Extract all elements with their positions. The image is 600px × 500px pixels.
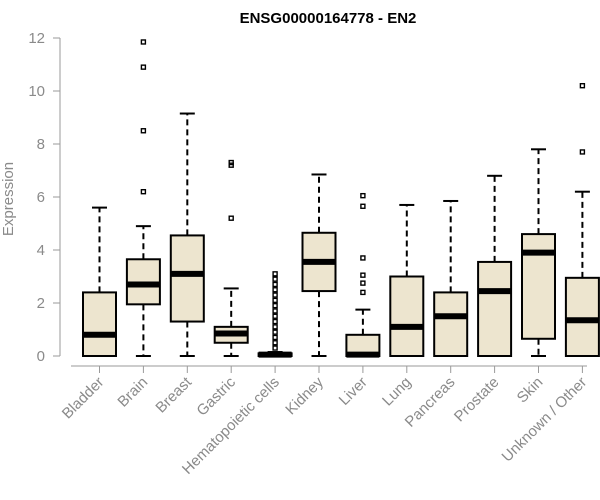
box-brain bbox=[125, 39, 161, 357]
iqr-box bbox=[564, 276, 600, 358]
outlier-point bbox=[360, 255, 366, 261]
outlier-point bbox=[272, 313, 278, 319]
y-tick-label: 2 bbox=[37, 295, 45, 312]
y-tick-label: 4 bbox=[37, 242, 45, 259]
box-bladder bbox=[82, 206, 117, 357]
box-pancreas bbox=[433, 199, 469, 357]
outlier-point bbox=[272, 281, 278, 288]
box-liver bbox=[345, 192, 381, 358]
iqr-box bbox=[477, 260, 513, 357]
outlier-point bbox=[360, 192, 366, 199]
outlier-point bbox=[272, 324, 278, 330]
x-tick-label: Kidney bbox=[282, 373, 327, 418]
outlier-point bbox=[272, 340, 278, 346]
iqr-box bbox=[433, 291, 469, 357]
y-tick-label: 0 bbox=[37, 348, 45, 365]
y-ticks: 0 2 4 6 8 10 12 bbox=[28, 30, 60, 365]
outlier-point bbox=[272, 302, 278, 309]
outlier-point bbox=[272, 292, 278, 298]
x-tick-label: Brain bbox=[114, 374, 151, 411]
outlier-point bbox=[272, 297, 278, 304]
outlier-point bbox=[360, 203, 366, 209]
y-axis-label: Expression bbox=[0, 162, 17, 236]
x-tick-label: Bladder bbox=[59, 374, 108, 423]
box-kidney bbox=[301, 173, 337, 357]
box-breast bbox=[169, 112, 205, 357]
outlier-point bbox=[272, 318, 278, 325]
box-hematopoietic-cells bbox=[257, 271, 293, 358]
outlier-point bbox=[272, 308, 278, 314]
outlier-point bbox=[228, 215, 234, 221]
outlier-point bbox=[272, 287, 278, 293]
y-tick-label: 6 bbox=[37, 189, 45, 206]
outlier-point bbox=[272, 329, 278, 335]
y-tick-label: 12 bbox=[28, 30, 45, 47]
outlier-point bbox=[579, 149, 586, 155]
x-tick-label: Breast bbox=[152, 373, 195, 416]
outlier-point bbox=[579, 82, 586, 89]
y-tick-label: 10 bbox=[28, 83, 45, 100]
outlier-point bbox=[140, 64, 147, 70]
iqr-box bbox=[82, 291, 117, 357]
box-gastric bbox=[213, 159, 249, 357]
iqr-box bbox=[389, 275, 425, 357]
outlier-point bbox=[360, 272, 366, 278]
x-tick-label: Prostate bbox=[451, 374, 503, 426]
outlier-point bbox=[360, 289, 366, 296]
iqr-box bbox=[169, 234, 205, 323]
outlier-point bbox=[140, 128, 147, 134]
box-series bbox=[82, 39, 600, 358]
box-unknown-other bbox=[564, 82, 600, 358]
box-prostate bbox=[477, 174, 513, 357]
outlier-point bbox=[272, 334, 278, 341]
outlier-point bbox=[272, 271, 278, 277]
box-lung bbox=[389, 203, 425, 357]
x-tick-label: Skin bbox=[514, 374, 547, 407]
x-tick-label: Lung bbox=[379, 374, 415, 410]
outlier-point bbox=[272, 276, 278, 282]
outlier-point bbox=[140, 39, 147, 45]
x-tick-label: Liver bbox=[336, 374, 371, 409]
outlier-point bbox=[228, 159, 234, 166]
chart-title: ENSG00000164778 - EN2 bbox=[240, 10, 417, 27]
y-tick-label: 8 bbox=[37, 136, 45, 153]
outlier-point bbox=[272, 345, 278, 351]
outlier-point bbox=[360, 280, 366, 286]
box-skin bbox=[521, 148, 556, 357]
outlier-point bbox=[140, 188, 147, 195]
